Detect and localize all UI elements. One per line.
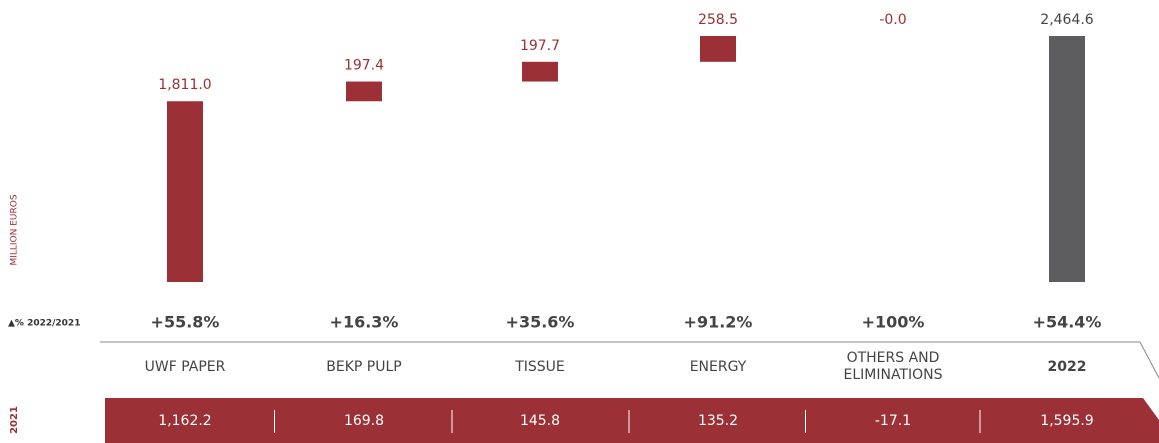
change: +91.2% <box>684 313 753 332</box>
base-value: -17.1 <box>875 413 911 429</box>
change: +100% <box>862 313 925 332</box>
bar <box>167 101 203 282</box>
change: +16.3% <box>330 313 399 332</box>
base-value: 135.2 <box>698 413 738 429</box>
bar <box>700 36 736 62</box>
change: +54.4% <box>1033 313 1102 332</box>
category-label: OTHERS AND ELIMINATIONS <box>843 350 942 383</box>
y-axis-label: MILLION EUROS <box>10 194 20 265</box>
value-label: 197.4 <box>344 58 384 74</box>
category-label: 2022 <box>1048 359 1087 375</box>
category-label: ENERGY <box>690 359 747 375</box>
category-row-border <box>100 341 1159 379</box>
base-value: 169.8 <box>344 413 384 429</box>
value-label: 197.7 <box>520 38 560 54</box>
bar <box>346 81 382 102</box>
value-label: 2,464.6 <box>1040 12 1094 28</box>
value-label: 1,811.0 <box>158 77 211 93</box>
base-value: 1,162.2 <box>158 413 211 429</box>
category-label: UWF PAPER <box>145 359 226 375</box>
value-label: 258.5 <box>698 12 738 28</box>
category-label: BEKP PULP <box>326 359 401 375</box>
bar <box>522 61 558 82</box>
base-label: 2021 <box>9 406 20 434</box>
base-band <box>105 398 1159 443</box>
base-value: 1,595.9 <box>1040 413 1093 429</box>
bar <box>1049 36 1085 282</box>
base-value: 145.8 <box>520 413 560 429</box>
category-label: TISSUE <box>514 359 565 375</box>
change-label: ▲% 2022/2021 <box>8 319 80 329</box>
change: +55.8% <box>151 313 220 332</box>
value-label: -0.0 <box>879 12 906 28</box>
change: +35.6% <box>506 313 575 332</box>
